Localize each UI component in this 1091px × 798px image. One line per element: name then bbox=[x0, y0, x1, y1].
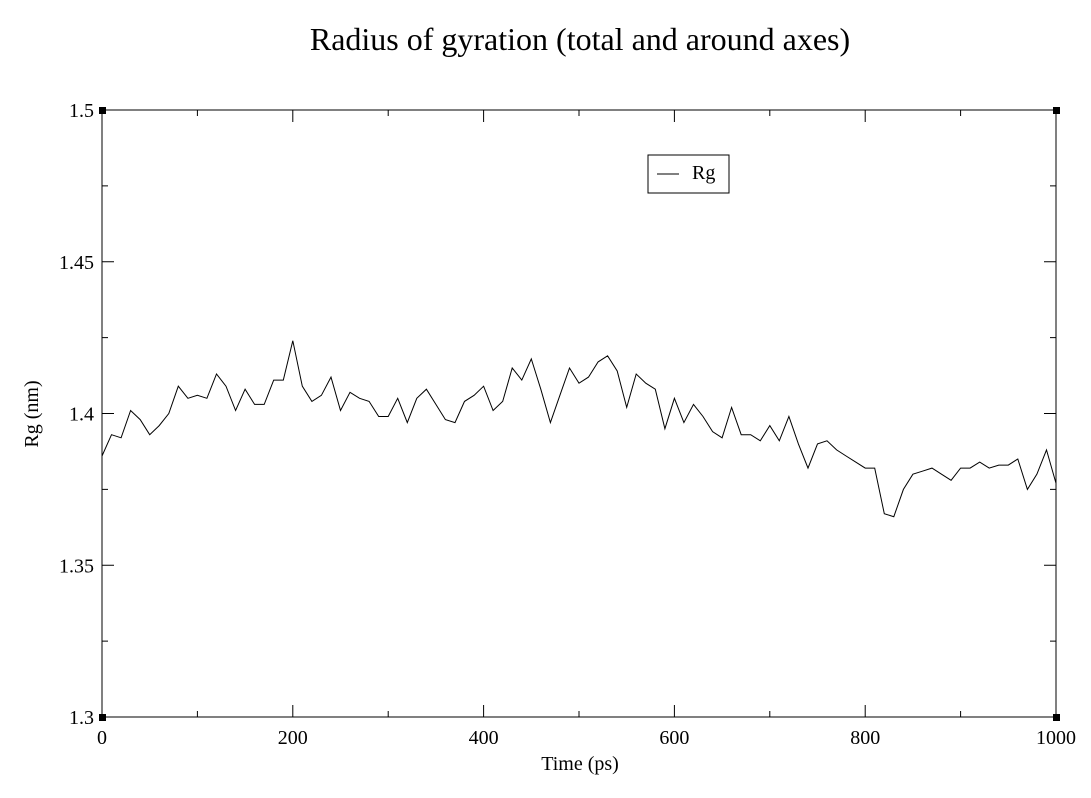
x-tick-label: 800 bbox=[850, 727, 880, 749]
legend: Rg bbox=[647, 154, 730, 194]
series-line-rg bbox=[101, 340, 1057, 518]
corner-marker bbox=[1053, 714, 1060, 721]
x-tick-label: 600 bbox=[659, 727, 689, 749]
chart-title: Radius of gyration (total and around axe… bbox=[310, 21, 850, 57]
corner-markers bbox=[99, 107, 1060, 721]
corner-marker bbox=[99, 714, 106, 721]
y-tick-label: 1.3 bbox=[69, 707, 94, 729]
y-tick-label: 1.5 bbox=[69, 100, 94, 122]
x-tick-label: 400 bbox=[469, 727, 499, 749]
y-tick-label: 1.35 bbox=[59, 555, 94, 577]
y-tick-label: 1.45 bbox=[59, 252, 94, 274]
y-axis-label: Rg (nm) bbox=[21, 380, 43, 447]
axis-tick-labels: 0 200 400 600 800 1000 1.3 1.35 1.4 1.45 1.5 bbox=[59, 100, 1076, 749]
x-tick-label: 0 bbox=[97, 727, 107, 749]
x-tick-label: 200 bbox=[278, 727, 308, 749]
legend-label-rg: Rg bbox=[692, 162, 715, 184]
x-axis-label: Time (ps) bbox=[541, 753, 619, 775]
corner-marker bbox=[1053, 107, 1060, 114]
y-tick-label: 1.4 bbox=[69, 404, 94, 426]
corner-marker bbox=[99, 107, 106, 114]
x-tick-label: 1000 bbox=[1036, 727, 1076, 749]
